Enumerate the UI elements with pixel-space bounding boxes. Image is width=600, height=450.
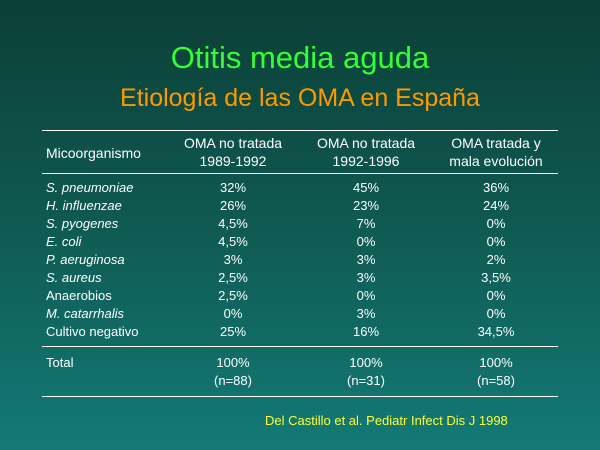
total-label: Total <box>46 355 74 370</box>
row-organism: S. aureus <box>46 270 102 285</box>
row-value-1992-1996: 0% <box>356 234 376 249</box>
row-value-1992-1996: 3% <box>356 252 376 267</box>
row-value-1989-1992: 32% <box>219 180 247 195</box>
row-organism: M. catarrhalis <box>46 306 125 321</box>
row-organism: P. aeruginosa <box>46 252 125 267</box>
row-value-1989-1992: 2,5% <box>218 288 248 303</box>
header-col2-line1: OMA no tratada <box>316 135 416 151</box>
row-value-mala-evolucion: 2% <box>486 252 506 267</box>
row-organism: S. pneumoniae <box>46 180 134 195</box>
header-rule <box>42 173 558 174</box>
row-organism: E. coli <box>46 234 82 249</box>
row-value-1992-1996: 3% <box>356 270 376 285</box>
header-organism: Micoorganismo <box>46 145 141 161</box>
total-rule <box>42 346 558 347</box>
row-organism: Anaerobios <box>46 288 112 303</box>
row-value-mala-evolucion: 0% <box>486 216 506 231</box>
row-value-1992-1996: 45% <box>352 180 380 195</box>
row-value-1989-1992: 4,5% <box>218 234 248 249</box>
row-value-mala-evolucion: 0% <box>486 234 506 249</box>
slide-subtitle: Etiología de las OMA en España <box>120 84 480 112</box>
row-value-mala-evolucion: 24% <box>482 198 510 213</box>
row-value-1992-1996: 7% <box>356 216 376 231</box>
row-value-1992-1996: 3% <box>356 306 376 321</box>
row-value-1989-1992: 0% <box>223 306 243 321</box>
slide-title: Otitis media aguda <box>170 40 430 75</box>
total-n-mala-evolucion: (n=58) <box>477 373 515 388</box>
total-value-1989-1992: 100% <box>216 355 250 370</box>
row-value-1989-1992: 25% <box>219 324 247 339</box>
row-value-1992-1996: 0% <box>356 288 376 303</box>
row-value-1989-1992: 26% <box>219 198 247 213</box>
row-value-1989-1992: 3% <box>223 252 243 267</box>
row-value-mala-evolucion: 0% <box>486 288 506 303</box>
header-col1-line1: OMA no tratada <box>183 135 283 151</box>
header-col3-line1: OMA tratada y <box>451 135 541 151</box>
header-col2-line2: 1992-1996 <box>332 153 400 169</box>
row-value-mala-evolucion: 3,5% <box>481 270 511 285</box>
total-n-1992-1996: (n=31) <box>347 373 385 388</box>
row-organism: Cultivo negativo <box>46 324 139 339</box>
row-value-mala-evolucion: 0% <box>486 306 506 321</box>
row-value-1989-1992: 4,5% <box>218 216 248 231</box>
total-value-1992-1996: 100% <box>349 355 383 370</box>
header-col1-line2: 1989-1992 <box>199 153 267 169</box>
row-value-mala-evolucion: 36% <box>482 180 510 195</box>
row-value-1989-1992: 2,5% <box>218 270 248 285</box>
table-top-rule <box>42 130 558 131</box>
row-organism: H. influenzae <box>46 198 122 213</box>
table-bottom-rule <box>42 396 558 397</box>
row-value-1992-1996: 16% <box>352 324 380 339</box>
row-value-mala-evolucion: 34,5% <box>477 324 515 339</box>
total-value-mala-evolucion: 100% <box>479 355 513 370</box>
row-value-1992-1996: 23% <box>352 198 380 213</box>
total-n-1989-1992: (n=88) <box>214 373 252 388</box>
row-organism: S. pyogenes <box>46 216 119 231</box>
header-col3-line2: mala evolución <box>449 153 543 169</box>
source-citation: Del Castillo et al. Pediatr Infect Dis J… <box>265 413 508 428</box>
